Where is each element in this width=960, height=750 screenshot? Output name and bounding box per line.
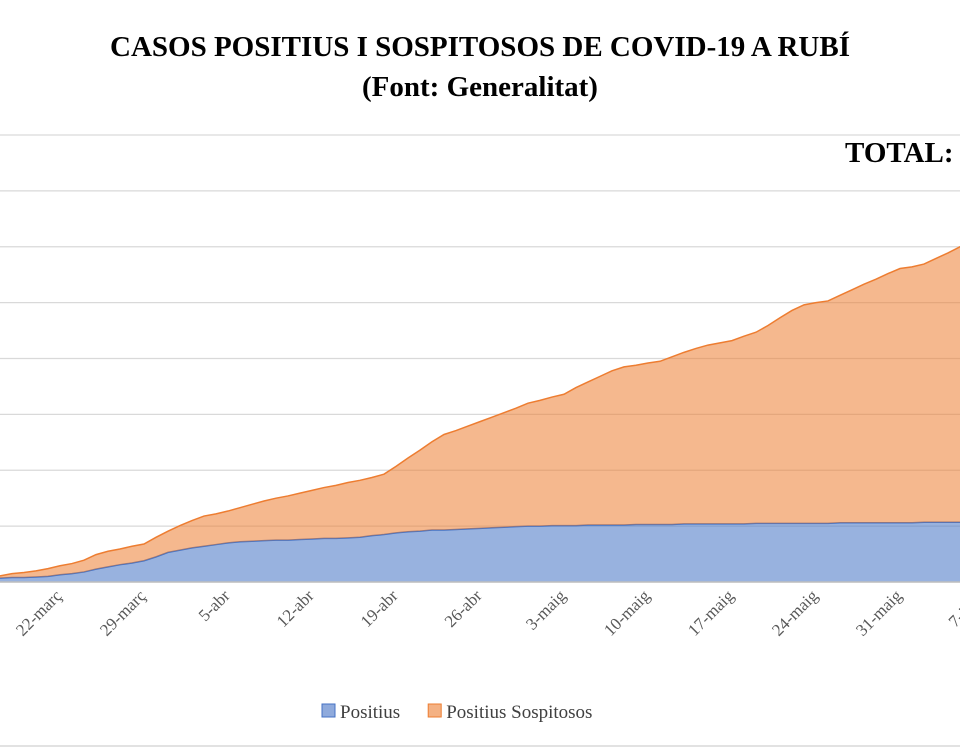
legend-label: Positius [340, 702, 400, 723]
x-tick-label: 26-abr [441, 586, 486, 631]
x-tick-label: 19-abr [357, 586, 402, 631]
x-tick-label: 17-maig [684, 586, 738, 640]
area [0, 522, 960, 582]
x-tick-label: 10-maig [600, 586, 654, 640]
chart-subtitle: (Font: Generalitat) [362, 71, 598, 103]
x-tick-label: 5-abr [195, 586, 234, 625]
x-tick-label: 22-març [12, 586, 66, 640]
x-tick-label: 29-març [96, 586, 150, 640]
x-tick-label: 12-abr [273, 586, 318, 631]
legend-swatch [321, 703, 336, 718]
x-tick-label: 24-maig [768, 586, 822, 640]
x-tick-label: 31-maig [852, 586, 906, 640]
chart-title: CASOS POSITIUS I SOSPITOSOS DE COVID-19 … [110, 30, 850, 63]
area [0, 246, 960, 579]
legend-label: Positius Sospitosos [446, 702, 592, 723]
x-tick-label: 3-maig [522, 586, 570, 634]
legend-swatch [427, 703, 442, 718]
area-line [0, 245, 960, 577]
total-annotation: TOTAL: [845, 137, 954, 169]
x-tick-label: 7-juny [945, 586, 960, 631]
